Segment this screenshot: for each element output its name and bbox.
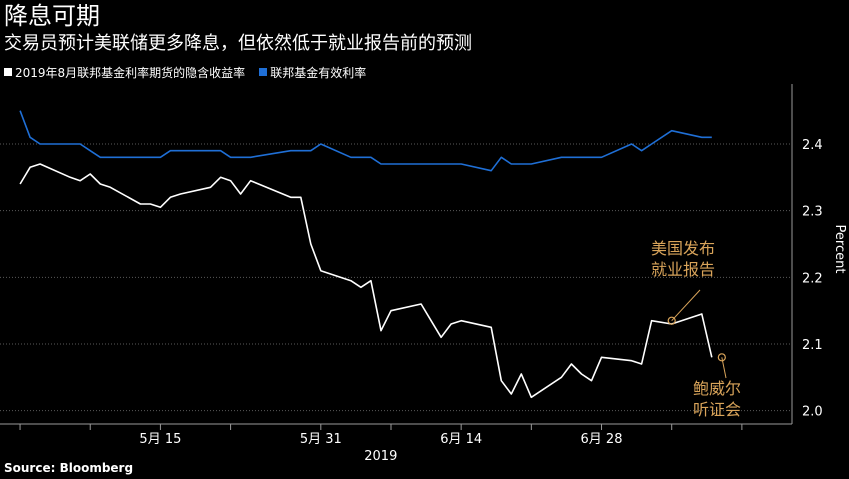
annotation-marker-jobs: [667, 316, 676, 325]
legend-label-effr: 联邦基金有效利率: [270, 65, 367, 80]
y-tick-label: 2.4: [802, 138, 823, 153]
legend-label-futures: 2019年8月联邦基金利率期货的隐含收益率: [15, 65, 246, 80]
annotation-label-jobs: 美国发布: [651, 239, 715, 258]
annotation-leader-powell: [721, 357, 727, 379]
x-tick-label: 6月 28: [581, 432, 623, 447]
x-tick-label: 6月 14: [440, 432, 482, 447]
legend-swatch-effr: [259, 68, 268, 76]
annotation-label-jobs: 就业报告: [651, 260, 715, 279]
y-tick-label: 2.1: [802, 338, 823, 353]
legend-item-effr: 联邦基金有效利率: [259, 64, 366, 81]
series-line-futures: [19, 163, 713, 399]
chart-title: 降息可期: [4, 2, 100, 30]
annotation-marker-powell: [717, 353, 726, 362]
source-note: Source: Bloomberg: [4, 461, 134, 475]
annotation-label-powell: 鲍威尔: [693, 379, 741, 398]
series-line-effr: [19, 110, 712, 172]
y-tick-label: 2.2: [802, 271, 823, 286]
y-tick-label: 2.0: [802, 405, 823, 420]
annotation-leader-jobs: [671, 289, 701, 322]
legend-item-futures: 2019年8月联邦基金利率期货的隐含收益率: [4, 64, 245, 81]
x-tick-label: 5月 15: [139, 432, 181, 447]
legend: 2019年8月联邦基金利率期货的隐含收益率 联邦基金有效利率: [4, 63, 366, 81]
x-year-label: 2019: [364, 449, 397, 464]
chart-subtitle: 交易员预计美联储更多降息，但依然低于就业报告前的预测: [4, 33, 472, 54]
y-axis-title: Percent: [832, 225, 847, 274]
legend-swatch-futures: [4, 68, 12, 76]
x-tick-label: 5月 31: [300, 432, 342, 447]
annotation-label-powell: 听证会: [693, 400, 741, 419]
y-tick-label: 2.3: [802, 205, 823, 220]
